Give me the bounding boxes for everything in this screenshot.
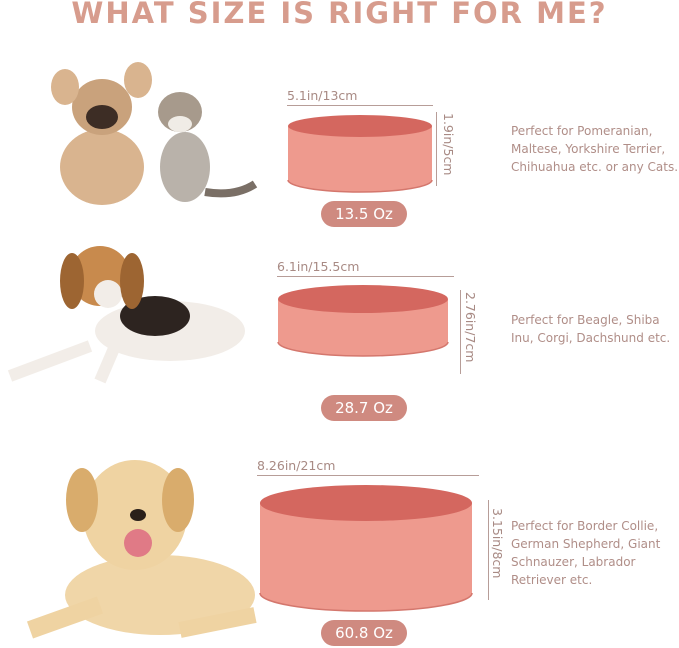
- height-label: 1.9in/5cm: [441, 113, 456, 176]
- beagle-image: [7, 246, 245, 384]
- size-description: Perfect for Beagle, Shiba Inu, Corgi, Da…: [511, 313, 671, 345]
- height-label: 3.15in/8cm: [490, 508, 505, 579]
- height-line: [436, 112, 437, 186]
- labrador-image: [26, 460, 257, 639]
- bowl-large-image: [259, 485, 473, 612]
- height-line: [460, 290, 461, 374]
- page-title: WHAT SIZE IS RIGHT FOR ME?: [71, 0, 608, 30]
- width-label: 5.1in/13cm: [287, 88, 358, 103]
- bowl-small-image: [287, 115, 433, 193]
- capacity-badge: 28.7 Oz: [321, 395, 407, 421]
- height-line: [488, 500, 489, 600]
- width-line: [287, 105, 433, 106]
- width-line: [257, 475, 479, 476]
- width-label: 8.26in/21cm: [257, 458, 336, 473]
- size-description: Perfect for Border Collie, German Shephe…: [511, 519, 661, 587]
- height-label: 2.76in/7cm: [463, 292, 478, 363]
- capacity-badge: 60.8 Oz: [321, 620, 407, 646]
- capacity-badge: 13.5 Oz: [321, 201, 407, 227]
- bowl-medium-image: [277, 285, 449, 357]
- width-label: 6.1in/15.5cm: [277, 259, 360, 274]
- size-description: Perfect for Pomeranian, Maltese, Yorkshi…: [511, 124, 679, 174]
- french-bulldog-and-kitten-image: [51, 62, 258, 205]
- width-line: [277, 276, 454, 277]
